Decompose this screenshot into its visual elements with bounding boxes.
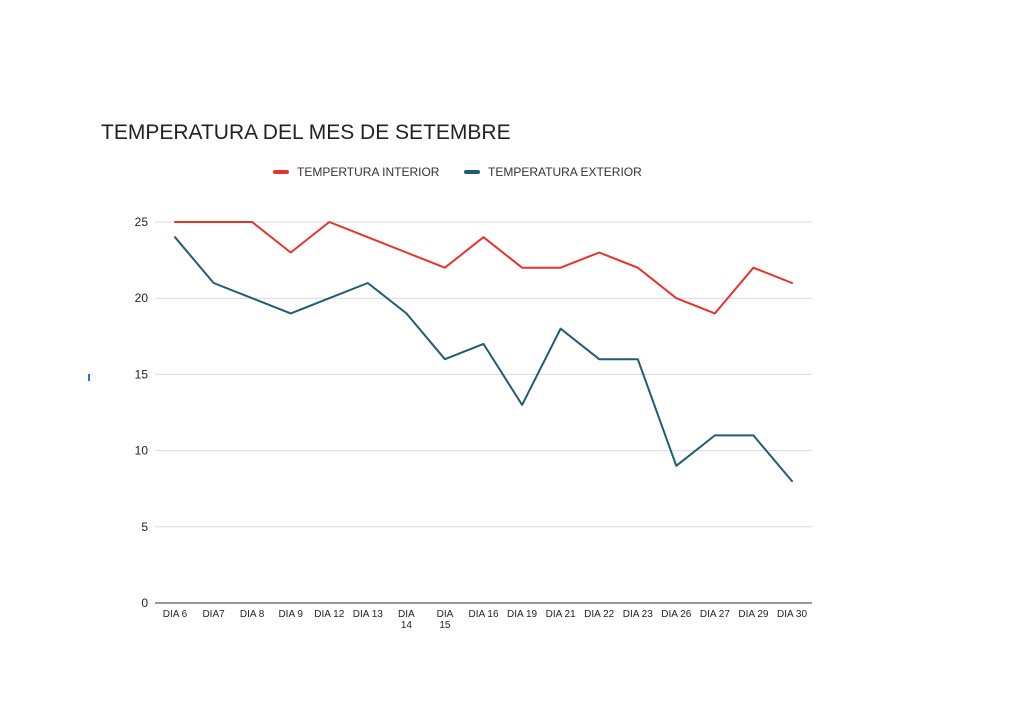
data-point	[173, 220, 177, 224]
y-tick-label-0: 0	[141, 596, 148, 610]
data-point	[482, 342, 486, 346]
x-tick-label: DIA 23	[623, 609, 653, 620]
y-tick-label-10: 10	[135, 444, 149, 458]
x-tick-label: DIA 26	[661, 609, 691, 620]
y-tick-label-5: 5	[141, 520, 148, 534]
series-line-2	[174, 236, 793, 483]
data-point	[443, 357, 447, 361]
data-point	[674, 296, 678, 300]
chart-title: TEMPERATURA DEL MES DE SETEMBRE	[101, 121, 511, 144]
data-point	[636, 266, 640, 270]
data-point	[713, 311, 717, 315]
data-point	[250, 220, 254, 224]
data-point	[443, 266, 447, 270]
data-point	[559, 266, 563, 270]
data-point	[327, 296, 331, 300]
data-point	[212, 220, 216, 224]
data-point	[366, 281, 370, 285]
y-tick-label-15: 15	[135, 367, 149, 381]
data-point	[404, 250, 408, 254]
data-point	[790, 479, 794, 483]
data-point	[327, 220, 331, 224]
x-tick-label: DIA 12	[314, 609, 344, 620]
data-point	[173, 235, 177, 239]
data-point	[751, 266, 755, 270]
x-tick-label: DIA 30	[777, 609, 807, 620]
data-point	[713, 433, 717, 437]
legend-label-2: TEMPERATURA EXTERIOR	[488, 165, 642, 179]
data-point	[366, 235, 370, 239]
data-point	[289, 250, 293, 254]
x-tick-label: DIA	[398, 609, 415, 620]
x-tick-label: 14	[401, 620, 413, 631]
x-tick-label: DIA	[437, 609, 454, 620]
x-tick-label: DIA 21	[546, 609, 576, 620]
legend: TEMPERTURA INTERIOR TEMPERATURA EXTERIOR	[273, 165, 642, 179]
x-tick-label: DIA 22	[584, 609, 614, 620]
data-point	[404, 311, 408, 315]
data-point	[597, 357, 601, 361]
x-tick-label: DIA 9	[278, 609, 303, 620]
data-point	[597, 250, 601, 254]
y-axis-ticks: 0 5 10 15 20 25	[135, 215, 149, 610]
x-tick-label: DIA7	[202, 609, 225, 620]
data-point	[674, 464, 678, 468]
x-tick-label: DIA 13	[353, 609, 383, 620]
x-tick-label: 15	[439, 620, 451, 631]
data-point	[289, 311, 293, 315]
data-point	[250, 296, 254, 300]
data-point	[559, 327, 563, 331]
data-point	[212, 281, 216, 285]
data-point	[520, 266, 524, 270]
side-marker	[88, 374, 90, 381]
data-point	[482, 235, 486, 239]
x-tick-label: DIA 8	[240, 609, 265, 620]
y-tick-label-25: 25	[135, 215, 149, 229]
series-line-1	[174, 221, 793, 315]
data-point	[790, 281, 794, 285]
legend-label-1: TEMPERTURA INTERIOR	[297, 165, 440, 179]
gridlines	[155, 221, 812, 604]
x-tick-label: DIA 16	[468, 609, 498, 620]
data-point	[636, 357, 640, 361]
y-tick-label-20: 20	[135, 291, 149, 305]
data-point	[751, 433, 755, 437]
x-tick-label: DIA 27	[700, 609, 730, 620]
x-tick-label: DIA 29	[738, 609, 768, 620]
x-axis-ticks: DIA 6 DIA7 DIA 8 DIA 9 DIA 12 DIA 13 DIA14DIA1…	[163, 609, 808, 631]
x-tick-label: DIA 19	[507, 609, 537, 620]
data-point	[520, 403, 524, 407]
series-lines	[173, 220, 794, 483]
x-tick-label: DIA 6	[163, 609, 188, 620]
